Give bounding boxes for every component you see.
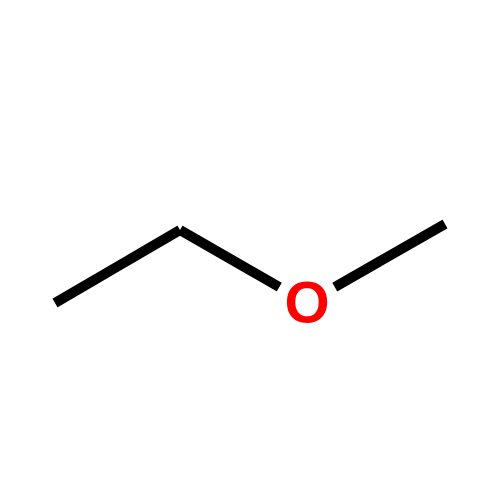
bond bbox=[180, 230, 279, 287]
bond bbox=[55, 230, 180, 303]
atom-label-o: O bbox=[284, 271, 329, 336]
bond bbox=[335, 224, 445, 287]
molecule-diagram: O bbox=[0, 0, 500, 500]
molecule-svg: O bbox=[0, 0, 500, 500]
